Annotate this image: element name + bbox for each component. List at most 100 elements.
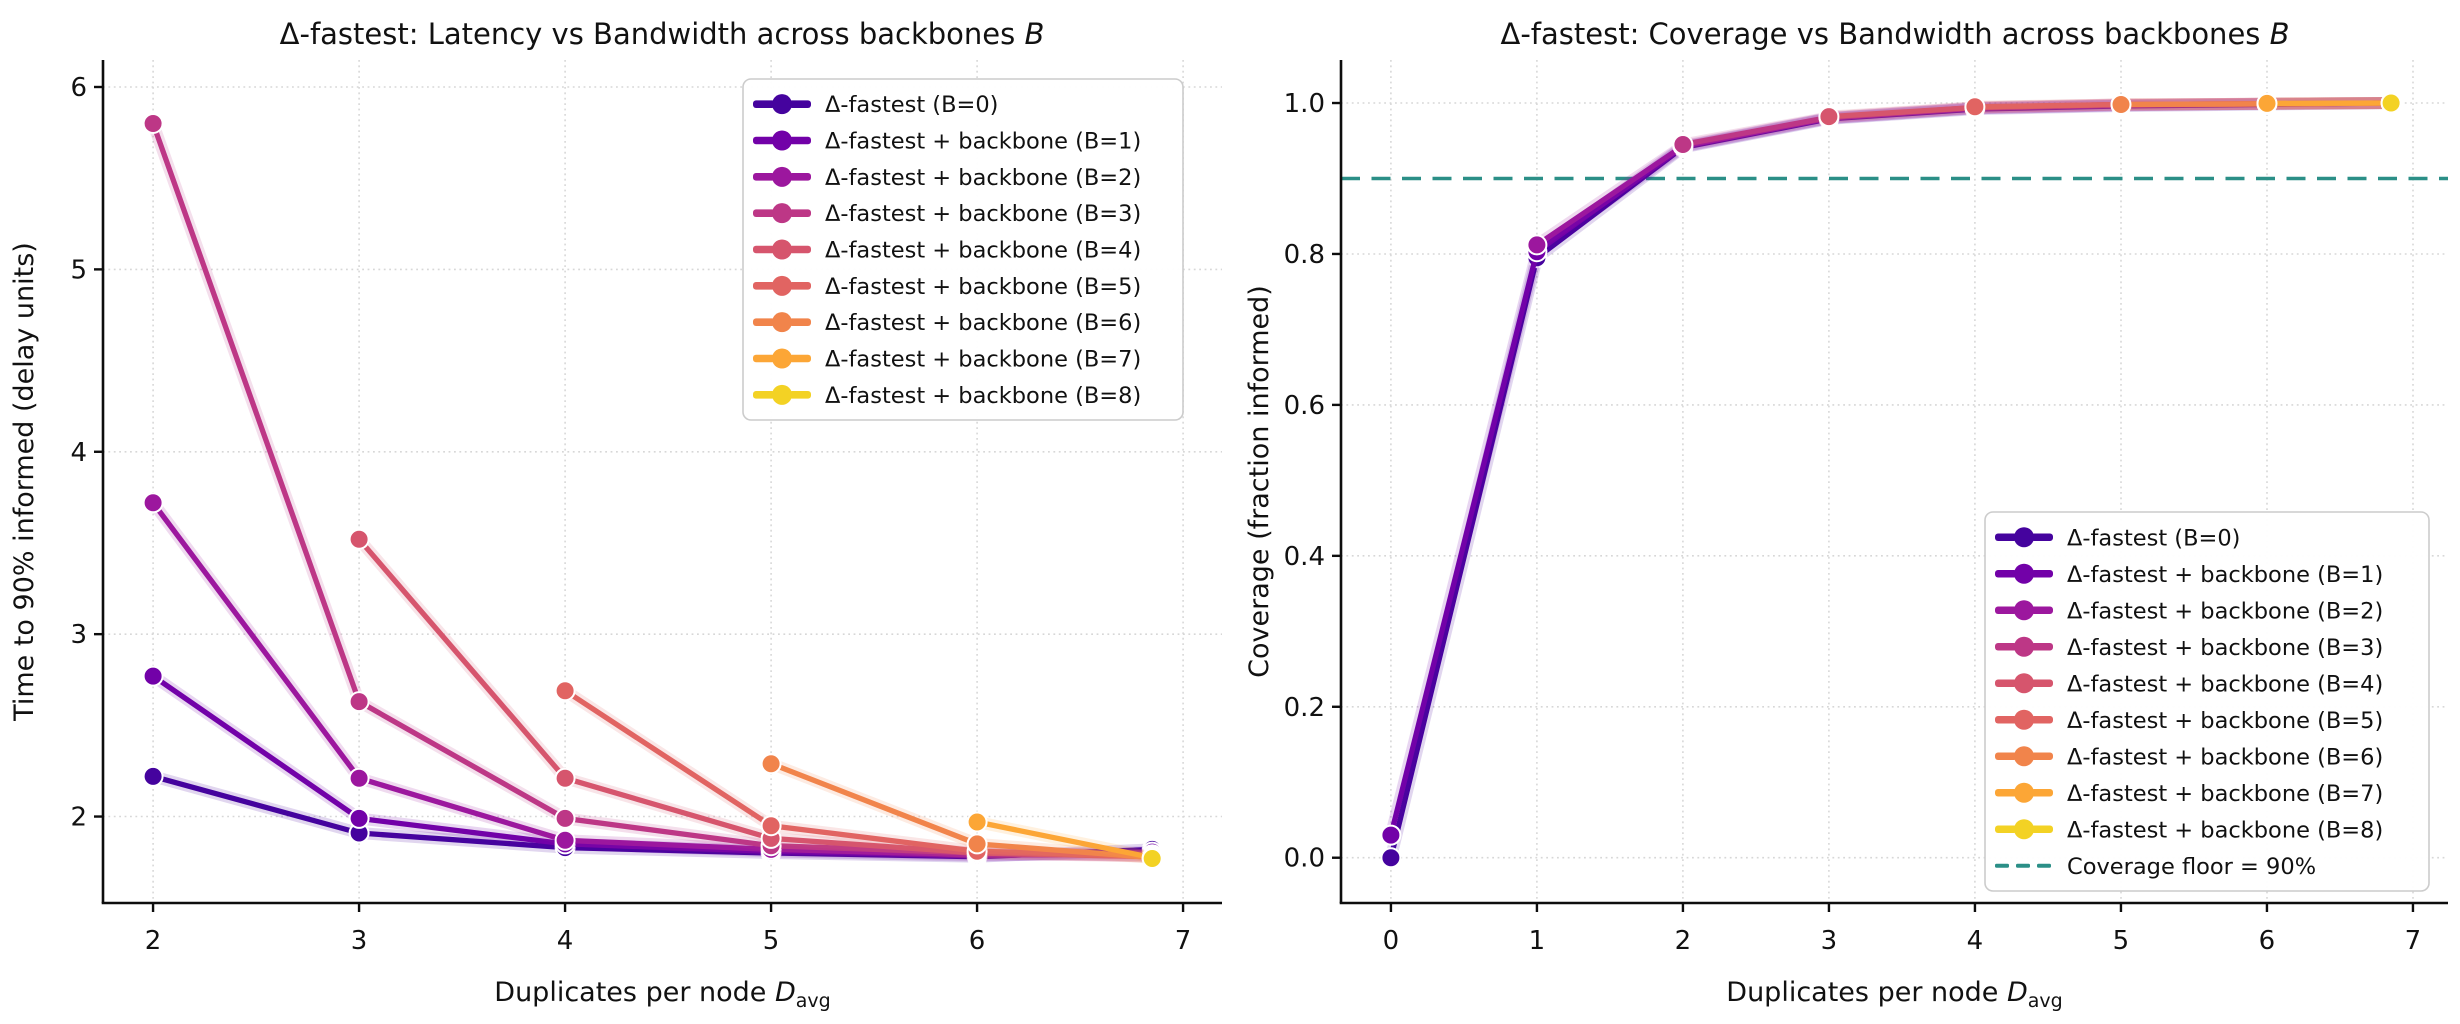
legend-swatch-line (1995, 679, 2017, 688)
data-point-marker-b7 (966, 811, 988, 833)
legend-swatch-line (2031, 642, 2053, 651)
x-tick-label: 4 (557, 926, 574, 956)
legend-swatch-marker (2014, 600, 2034, 621)
data-point-marker-b6 (760, 753, 782, 775)
legend-swatch-marker (2014, 563, 2034, 584)
data-point-marker-b6 (966, 833, 988, 855)
y-axis-label: Time to 90% informed (delay units) (9, 242, 40, 722)
legend-swatch-line (753, 318, 775, 326)
legend-label: Δ-fastest + backbone (B=6) (825, 310, 1141, 336)
y-tick-label: 6 (70, 73, 87, 103)
data-point-marker-b2 (348, 767, 370, 789)
y-tick-label: 3 (70, 620, 87, 650)
legend-label: Δ-fastest + backbone (B=7) (2067, 781, 2383, 807)
y-tick-label: 0.2 (1284, 693, 1325, 723)
legend-label: Δ-fastest + backbone (B=5) (825, 274, 1141, 300)
data-point-marker-b5 (760, 815, 782, 837)
legend-swatch-marker (772, 239, 792, 260)
legend-swatch-line (789, 136, 811, 145)
series-line-b2 (1534, 100, 2394, 248)
legend-swatch-line (2031, 752, 2053, 761)
legend-swatch-marker (2014, 636, 2034, 657)
data-point-marker-b4 (348, 528, 370, 550)
series-line-b5 (562, 688, 1155, 860)
legend-swatch-line (2031, 569, 2053, 578)
x-tick-label: 3 (351, 926, 368, 956)
legend-swatch-dash (2016, 863, 2030, 868)
legend-box (742, 78, 1184, 421)
legend-label: Δ-fastest + backbone (B=2) (2067, 598, 2383, 624)
data-point-marker-b1 (142, 665, 164, 687)
x-tick-label: 5 (2113, 926, 2130, 956)
data-point-marker-b6 (2110, 94, 2132, 115)
x-axis-label: Duplicates per node Davg (494, 977, 830, 1012)
series-line-b7 (974, 819, 1155, 861)
legend-swatch-marker (772, 275, 792, 296)
chart-title: Δ-fastest: Latency vs Bandwidth across b… (280, 17, 1045, 51)
data-point-marker-b3 (142, 113, 164, 134)
y-tick-label: 1.0 (1284, 89, 1325, 119)
legend-swatch-line (1995, 533, 2017, 542)
y-tick-label: 0.4 (1284, 542, 1325, 572)
legend-swatch-line (1995, 606, 2017, 615)
legend-swatch-marker (772, 384, 792, 405)
legend-swatch-marker (772, 166, 792, 187)
y-tick-label: 0.8 (1284, 240, 1325, 270)
legend-swatch-marker (2014, 746, 2034, 767)
data-point-marker-b1 (1380, 824, 1402, 846)
legend-swatch-marker (2014, 673, 2034, 694)
data-point-marker-b7 (2256, 92, 2278, 114)
legend-swatch-line (789, 318, 811, 326)
legend-label: Δ-fastest (B=0) (825, 92, 998, 118)
x-tick-label: 3 (1821, 926, 1838, 956)
legend-label: Δ-fastest + backbone (B=6) (2067, 744, 2383, 770)
legend-swatch-line (789, 100, 811, 108)
data-point-marker-b3 (554, 807, 576, 829)
legend-swatch-line (2031, 606, 2053, 615)
legend-label: Δ-fastest + backbone (B=1) (825, 129, 1141, 155)
series-glow-b2 (1530, 97, 2398, 251)
legend-swatch-line (789, 209, 811, 217)
legend-swatch-line (753, 209, 775, 217)
legend-box (1984, 511, 2430, 892)
legend-swatch-line (789, 354, 811, 363)
legend-swatch-line (2031, 715, 2053, 724)
legend-swatch-line (2031, 788, 2053, 797)
legend-label: Δ-fastest + backbone (B=8) (2067, 817, 2383, 843)
legend-label: Δ-fastest + backbone (B=4) (825, 238, 1141, 264)
data-point-marker-b2 (142, 492, 164, 514)
legend-swatch-dash (1995, 863, 2009, 868)
legend-swatch-line (2031, 679, 2053, 688)
legend-swatch-line (1995, 752, 2017, 761)
x-tick-label: 0 (1383, 926, 1400, 956)
legend-swatch-line (753, 245, 775, 254)
data-point-marker-b5 (554, 680, 576, 702)
y-tick-label: 0.0 (1284, 844, 1325, 874)
y-tick-label: 2 (70, 803, 87, 833)
legend-swatch-line (753, 136, 775, 145)
data-point-marker-b4 (1818, 106, 1840, 128)
legend-label: Δ-fastest + backbone (B=4) (2067, 671, 2383, 697)
legend-swatch-line (1995, 788, 2017, 797)
legend-swatch-marker (2014, 709, 2034, 730)
data-point-marker-b3 (1672, 134, 1694, 155)
data-point-marker-b2 (554, 829, 576, 851)
legend-swatch-line (789, 245, 811, 254)
legend-swatch-line (789, 391, 811, 399)
legend-swatch-marker (2014, 782, 2034, 803)
legend-swatch-line (753, 173, 775, 181)
y-axis-label: Coverage (fraction informed) (1244, 285, 1275, 678)
legend-swatch-line (2031, 825, 2053, 834)
data-point-marker-b0 (1380, 847, 1402, 869)
legend-swatch-line (753, 391, 775, 399)
legend-swatch-marker (772, 203, 792, 224)
legend-swatch-line (753, 100, 775, 108)
x-tick-label: 7 (1175, 926, 1192, 956)
y-tick-label: 4 (70, 438, 87, 468)
legend-label: Δ-fastest (B=0) (2067, 525, 2240, 551)
legend-label: Δ-fastest + backbone (B=3) (2067, 635, 2383, 661)
data-point-marker-b8 (1141, 848, 1163, 869)
latency-chart: 2 3 4 5 6 7 2 3 4 5 6 Δ-fastest: Latency vs Bandwid… (9, 17, 1222, 1012)
